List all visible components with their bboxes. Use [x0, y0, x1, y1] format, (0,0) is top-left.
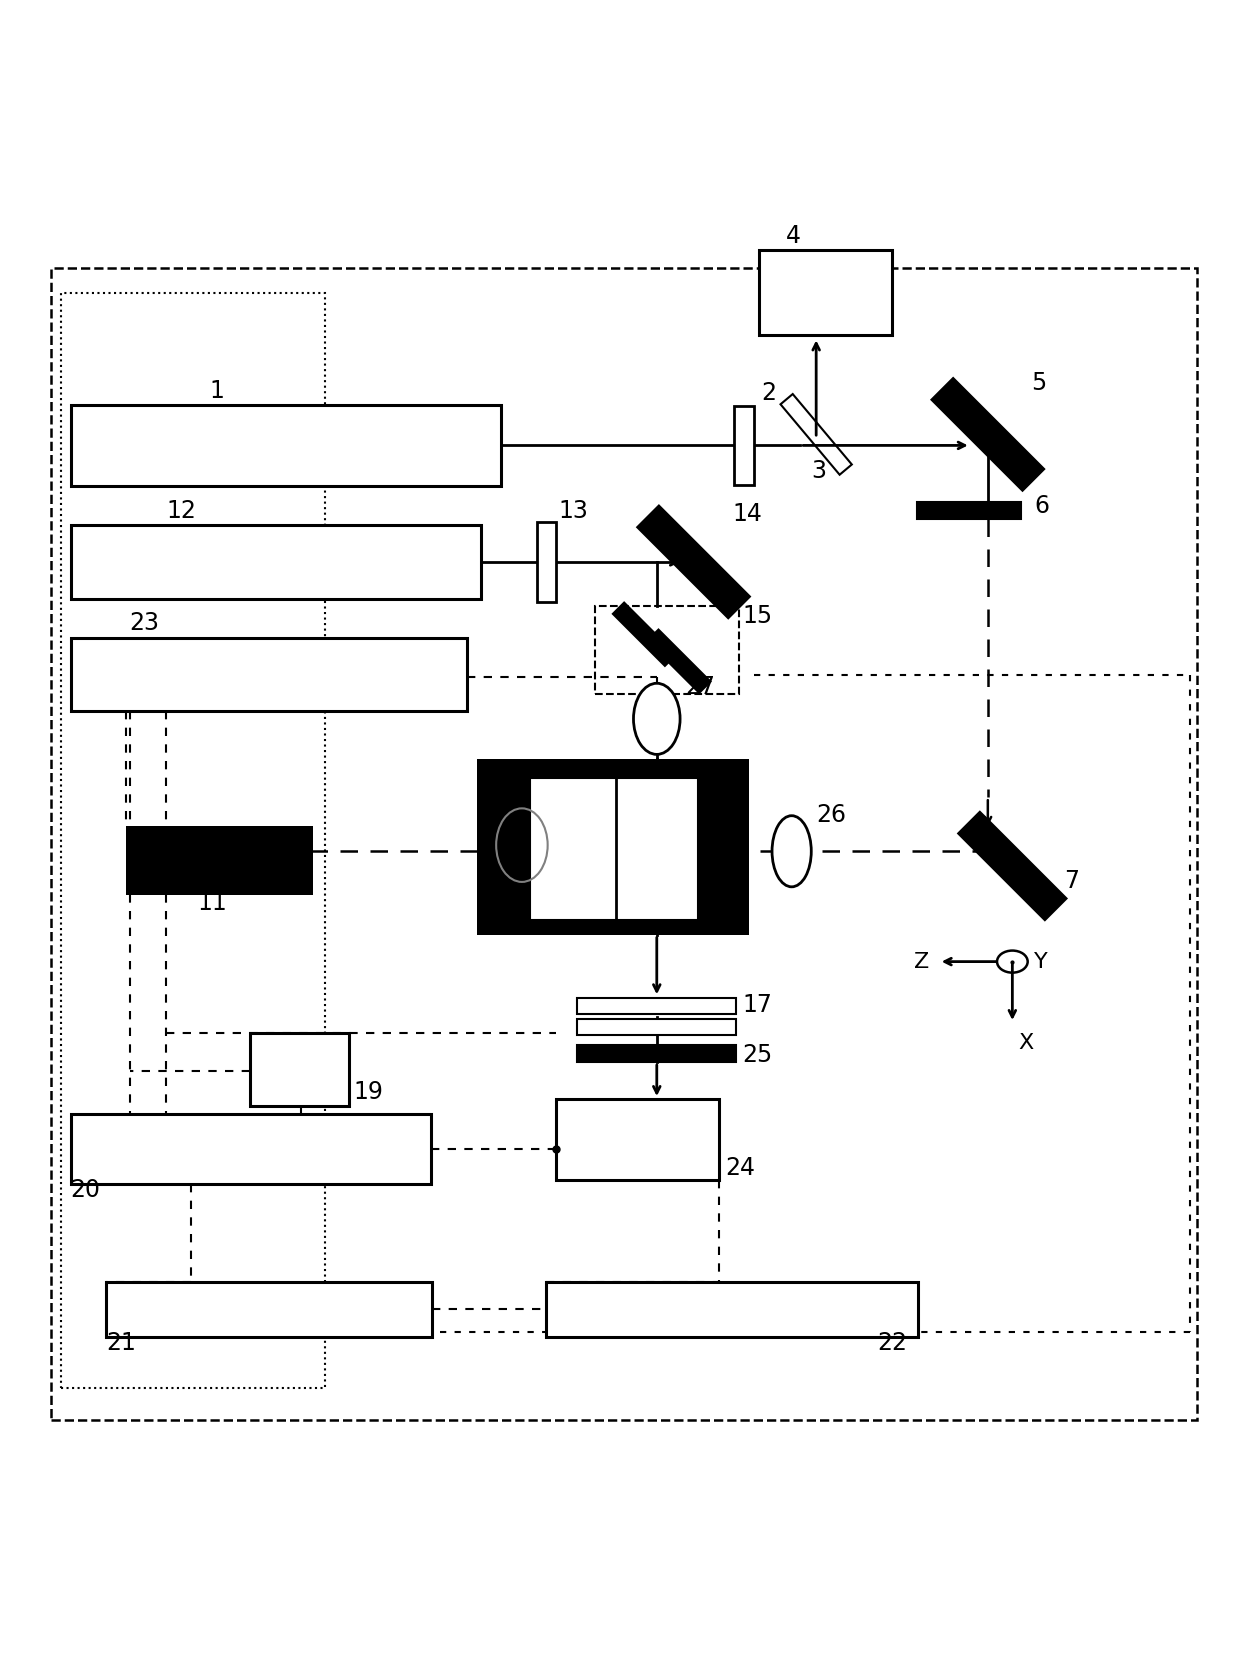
- Bar: [595, 606, 739, 695]
- Text: 17: 17: [743, 993, 773, 1017]
- Text: 13: 13: [559, 498, 589, 522]
- Text: 12: 12: [166, 498, 196, 522]
- Text: 10: 10: [706, 911, 735, 935]
- Text: 6: 6: [1034, 493, 1049, 519]
- Text: X: X: [1018, 1032, 1034, 1052]
- Bar: [577, 998, 737, 1014]
- Text: 23: 23: [129, 611, 160, 636]
- Bar: [476, 760, 749, 935]
- Bar: [71, 638, 466, 711]
- Text: 15: 15: [743, 604, 773, 628]
- Polygon shape: [637, 505, 750, 618]
- Ellipse shape: [997, 950, 1028, 973]
- Text: 25: 25: [743, 1044, 773, 1067]
- Text: 2: 2: [761, 381, 776, 404]
- Polygon shape: [780, 394, 852, 475]
- Text: 19: 19: [353, 1081, 384, 1104]
- Bar: [577, 1045, 737, 1062]
- Text: 11: 11: [197, 891, 227, 915]
- Bar: [734, 406, 754, 485]
- Text: 21: 21: [107, 1331, 136, 1356]
- Text: 24: 24: [725, 1156, 755, 1180]
- Text: 4: 4: [785, 225, 801, 248]
- Ellipse shape: [773, 816, 811, 886]
- Text: 20: 20: [71, 1178, 100, 1201]
- Bar: [531, 777, 698, 920]
- Text: 27: 27: [684, 675, 715, 700]
- Text: 7: 7: [1064, 869, 1079, 893]
- Bar: [71, 404, 501, 487]
- Bar: [61, 294, 325, 1388]
- Bar: [577, 1019, 737, 1035]
- Bar: [547, 1282, 918, 1337]
- Text: 22: 22: [878, 1331, 908, 1356]
- Text: Y: Y: [1034, 951, 1048, 972]
- Text: 26: 26: [816, 802, 846, 827]
- Bar: [557, 1099, 719, 1180]
- Bar: [759, 250, 893, 336]
- Text: 3: 3: [811, 460, 826, 483]
- Polygon shape: [647, 629, 711, 693]
- Bar: [126, 826, 314, 896]
- Polygon shape: [613, 602, 676, 666]
- Text: Z: Z: [914, 951, 929, 972]
- Bar: [916, 502, 1021, 519]
- Bar: [71, 525, 481, 599]
- Polygon shape: [931, 378, 1044, 490]
- Ellipse shape: [634, 683, 680, 755]
- Bar: [249, 1032, 348, 1106]
- Bar: [537, 522, 557, 602]
- Bar: [71, 1114, 432, 1183]
- Text: 5: 5: [1030, 371, 1047, 394]
- Text: 14: 14: [733, 502, 763, 527]
- Text: 1: 1: [210, 379, 224, 403]
- Polygon shape: [959, 812, 1066, 920]
- Bar: [107, 1282, 433, 1337]
